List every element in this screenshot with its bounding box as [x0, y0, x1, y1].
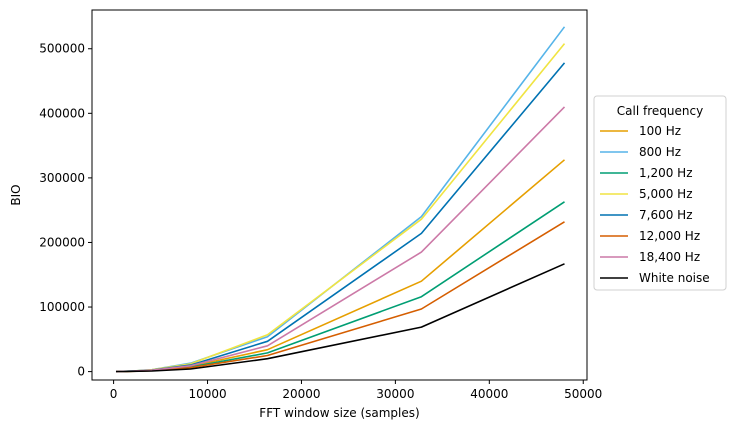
axes: 0 10000 20000 30000 40000 5000001000002000003… — [39, 9, 602, 401]
legend-label-3: 5,000 Hz — [639, 187, 693, 201]
series-line-3 — [115, 43, 566, 373]
plot-frame — [91, 9, 588, 381]
series-line-1 — [115, 26, 566, 373]
legend-label-1: 800 Hz — [639, 145, 681, 159]
series-line-5 — [115, 221, 565, 373]
series-line-2 — [115, 201, 565, 373]
legend-title: Call frequency — [617, 104, 703, 118]
x-tick-label: 50000 — [564, 387, 602, 401]
series-line-7 — [115, 263, 565, 373]
x-tick-label: 0 — [110, 387, 118, 401]
legend-frame — [593, 95, 727, 291]
legend-label-0: 100 Hz — [639, 124, 681, 138]
x-tick-label: 10000 — [188, 387, 226, 401]
legend-label-6: 18,400 Hz — [639, 250, 700, 264]
legend-label-5: 12,000 Hz — [639, 229, 700, 243]
series-line-6 — [115, 106, 566, 373]
x-tick-label: 30000 — [376, 387, 414, 401]
x-tick-label: 40000 — [470, 387, 508, 401]
legend-label-2: 1,200 Hz — [639, 166, 693, 180]
legend: Call frequency 100 Hz 800 Hz 1,200 Hz 5,000… — [593, 95, 727, 291]
y-tick-label: 100000 — [39, 300, 85, 314]
plot-area — [115, 26, 566, 373]
y-tick-label: 200000 — [39, 235, 85, 249]
series-line-0 — [115, 159, 566, 373]
y-tick-label: 400000 — [39, 106, 85, 120]
y-tick-label: 500000 — [39, 42, 85, 56]
y-axis-label: BIO — [9, 184, 23, 205]
y-tick-label: 0 — [77, 365, 85, 379]
y-tick-label: 300000 — [39, 171, 85, 185]
legend-label-4: 7,600 Hz — [639, 208, 693, 222]
legend-label-7: White noise — [639, 271, 710, 285]
x-axis-label: FFT window size (samples) — [259, 406, 419, 420]
x-tick-label: 20000 — [282, 387, 320, 401]
